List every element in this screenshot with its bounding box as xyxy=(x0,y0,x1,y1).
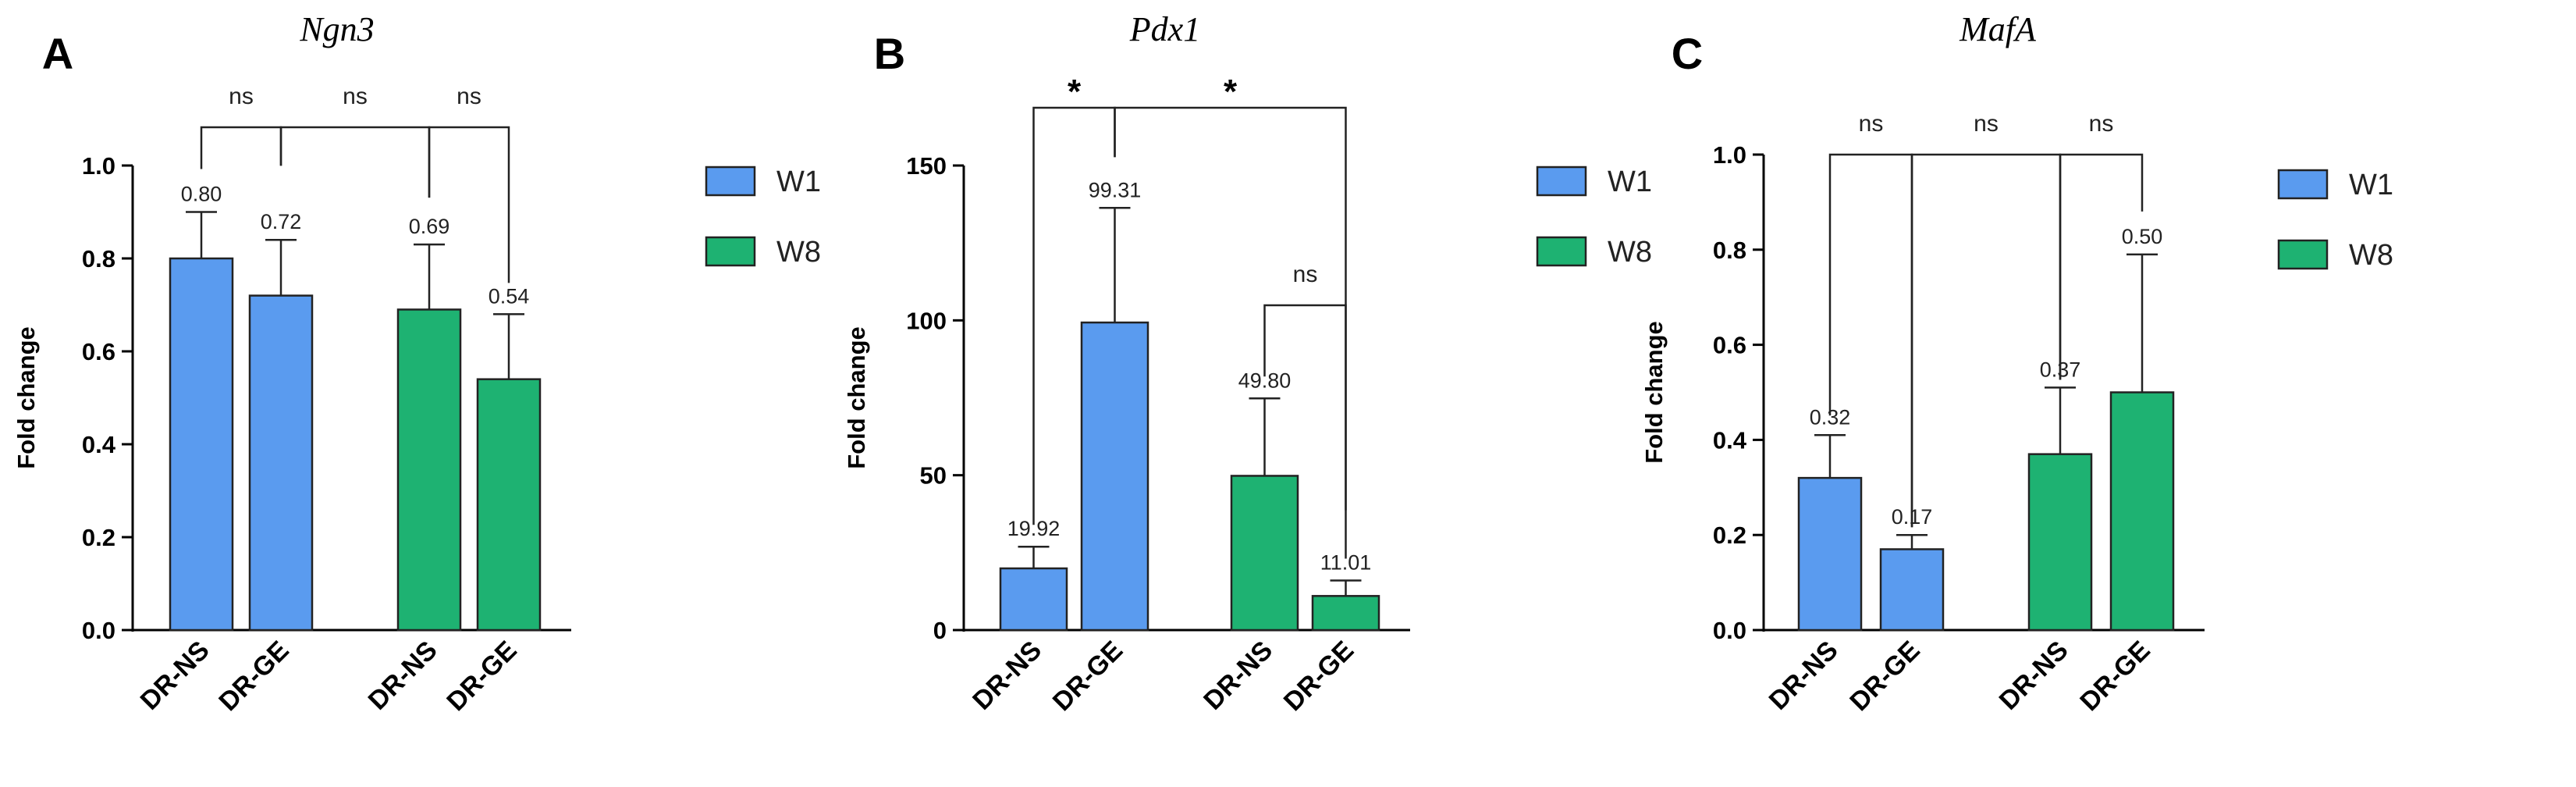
significance-bracket xyxy=(1114,106,1347,511)
chart-panel-a: A Ngn3 0.0 0.2 0.4 0.6 0.8 1.0 Fold change 0.80 DR… xyxy=(12,10,821,717)
x-category-label: DR-GE xyxy=(1278,636,1359,717)
x-category-label: DR-NS xyxy=(135,636,215,716)
significance-label: ns xyxy=(229,84,254,109)
significance-bracket xyxy=(1828,153,1913,528)
y-tick-label: 0.4 xyxy=(1713,426,1747,454)
bar-w8-dr-ge xyxy=(2109,391,2175,632)
y-axis-label: Fold change xyxy=(1640,321,1668,464)
significance-label: ns xyxy=(1974,111,1999,137)
y-tick-label: 0.2 xyxy=(82,524,115,551)
y-tick-label: 0.2 xyxy=(1713,522,1746,549)
legend-label-w1: W1 xyxy=(2349,169,2393,201)
panel-letter: A xyxy=(42,29,73,78)
chart-title: MafA xyxy=(1959,10,2037,48)
y-tick-label: 0.6 xyxy=(1713,332,1746,359)
significance-bracket xyxy=(200,126,282,169)
bar-w8-dr-ge xyxy=(476,378,542,632)
significance-label: ns xyxy=(343,84,368,109)
legend-label-w8: W8 xyxy=(1608,236,1652,269)
value-label: 0.69 xyxy=(409,215,450,238)
legend-label-w1: W1 xyxy=(776,166,821,198)
legend-swatch-w1 xyxy=(2277,169,2329,200)
y-axis-label: Fold change xyxy=(843,326,870,469)
y-tick-label: 0.0 xyxy=(82,617,115,644)
x-category-label: DR-NS xyxy=(967,636,1047,716)
legend-swatch-w8 xyxy=(705,236,756,267)
value-label: 0.80 xyxy=(181,183,222,206)
legend-label-w1: W1 xyxy=(1608,166,1652,198)
y-tick-label: 1.0 xyxy=(1713,141,1746,169)
bar-w8-dr-ns xyxy=(2027,453,2093,632)
panel-letter: B xyxy=(874,29,905,78)
x-category-label: DR-GE xyxy=(441,636,522,717)
x-category-label: DR-NS xyxy=(1764,636,1844,716)
y-tick-label: 0.8 xyxy=(1713,237,1746,264)
x-category-label: DR-GE xyxy=(1844,636,1925,717)
significance-bracket xyxy=(2059,153,2144,380)
x-category-label: DR-GE xyxy=(213,636,294,717)
x-category-label: DR-GE xyxy=(1047,636,1128,717)
value-label: 0.72 xyxy=(261,210,302,233)
legend-swatch-w1 xyxy=(1536,166,1587,197)
legend-swatch-w1 xyxy=(705,166,756,197)
x-category-label: DR-GE xyxy=(2074,636,2155,717)
significance-bracket xyxy=(428,126,510,283)
y-tick-label: 0.8 xyxy=(82,245,115,272)
panel-letter: C xyxy=(1672,29,1703,78)
x-category-label: DR-NS xyxy=(1198,636,1278,716)
significance-bracket xyxy=(1263,304,1347,559)
y-tick-label: 0.6 xyxy=(82,338,115,365)
significance-label: ns xyxy=(1859,111,1884,137)
chart-title: Ngn3 xyxy=(299,10,374,48)
value-label: 99.31 xyxy=(1089,178,1142,201)
x-category-label: DR-NS xyxy=(1994,636,2074,716)
bar-w1-dr-ge xyxy=(1080,321,1149,632)
legend-label-w8: W8 xyxy=(776,236,821,269)
chart-title: Pdx1 xyxy=(1129,10,1200,48)
value-label: 0.50 xyxy=(2122,225,2163,248)
bar-w1-dr-ns xyxy=(1797,476,1863,632)
y-axis-label: Fold change xyxy=(12,326,40,469)
y-tick-label: 150 xyxy=(906,152,947,180)
bar-w8-dr-ns xyxy=(1230,475,1299,632)
bar-w8-dr-ge xyxy=(1311,595,1380,632)
significance-label: ns xyxy=(1293,262,1318,287)
y-tick-label: 0.4 xyxy=(82,431,116,458)
bar-w1-dr-ge xyxy=(1879,548,1945,632)
x-category-label: DR-NS xyxy=(363,636,443,716)
bar-w1-dr-ns xyxy=(999,567,1068,632)
bar-w1-dr-ns xyxy=(169,257,234,632)
legend-swatch-w8 xyxy=(1536,236,1587,267)
y-tick-label: 50 xyxy=(920,462,947,490)
legend-label-w8: W8 xyxy=(2349,239,2393,272)
y-tick-label: 100 xyxy=(906,307,947,334)
significance-label: * xyxy=(1068,73,1082,111)
value-label: 0.54 xyxy=(489,284,530,308)
y-tick-label: 0 xyxy=(933,617,947,644)
bar-w8-dr-ns xyxy=(396,308,462,632)
significance-label: * xyxy=(1224,73,1238,111)
significance-label: ns xyxy=(2089,111,2114,137)
bar-w1-dr-ge xyxy=(248,294,314,632)
y-tick-label: 1.0 xyxy=(82,152,115,180)
significance-label: ns xyxy=(457,84,481,109)
significance-bracket xyxy=(279,126,431,198)
legend-swatch-w8 xyxy=(2277,239,2329,270)
y-tick-label: 0.0 xyxy=(1713,617,1746,644)
